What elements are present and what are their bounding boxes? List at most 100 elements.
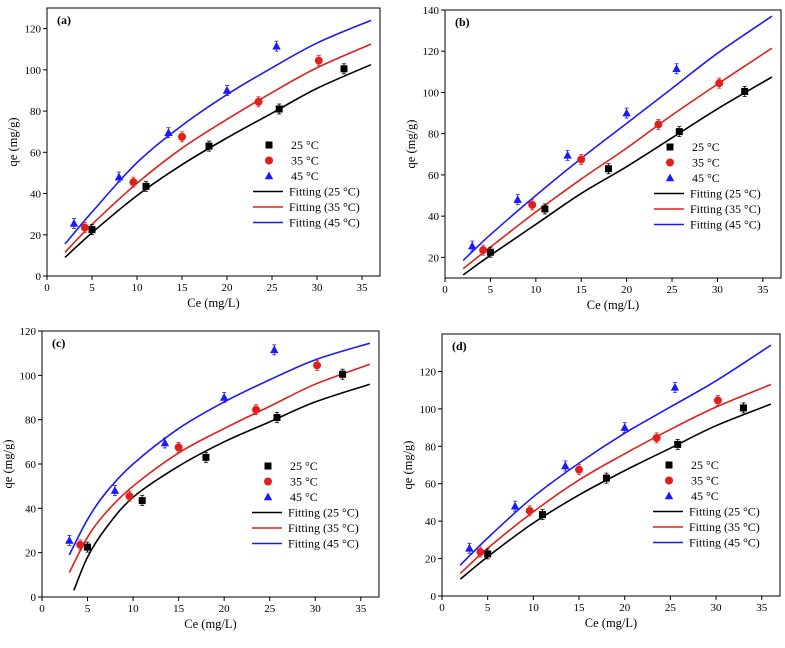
y-tick-label: 20 [425,554,437,566]
x-tick-label: 0 [39,603,45,615]
x-tick-label: 5 [85,603,91,615]
legend-marker-square [666,143,674,151]
x-tick-label: 30 [312,282,324,294]
legend-entry-label: Fitting (45 °C) [288,537,359,551]
legend-entry-label: 25 °C [691,458,719,472]
y-tick-label: 20 [25,548,37,560]
fit-curve-2 [462,47,773,270]
data-point-triangle [110,486,120,494]
legend-entry-label: Fitting (35 °C) [690,202,761,216]
legend-marker-square [265,141,273,149]
plot-frame [441,333,781,597]
panel-label: (d) [452,339,467,353]
legend-entry-label: 45 °C [691,489,719,503]
fit-curve-1 [73,383,371,591]
y-tick-label: 80 [425,441,437,453]
data-point-triangle [270,345,279,354]
panel-label: (b) [455,15,470,29]
x-tick-label: 15 [177,282,189,294]
x-tick-label: 30 [310,603,322,615]
data-point-circle [178,132,186,141]
legend-entry-label: Fitting (35 °C) [288,521,359,535]
data-point-square [205,142,213,150]
y-axis-label: qe (mg/g) [1,440,15,489]
panel-d: 0 5 10 15 20 25 30 35 0 20 40 60 80 100 120 Ce (mg/L) qe… [401,333,781,630]
x-axis-label: Ce (mg/L) [585,616,637,630]
x-tick-label: 25 [267,282,279,294]
data-point-circle [76,540,85,549]
data-point-circle [174,443,183,452]
y-tick-label: 80 [25,415,37,427]
legend-entry-label: Fitting (45 °C) [689,536,760,550]
legend-marker-triangle [264,171,274,180]
data-point-square [88,226,96,234]
y-tick-label: 100 [420,404,437,416]
legend-marker-square [665,461,673,469]
plot-frame [41,330,380,598]
data-point-triangle [222,85,232,94]
data-point-triangle [164,128,173,137]
data-point-square [339,370,347,378]
data-point-square [138,497,146,505]
legend-entry-label: 25 °C [291,138,319,152]
y-tick-label: 80 [428,129,440,141]
y-axis-label: qe (mg/g) [404,120,418,169]
legend-entry-label: 45 °C [290,490,318,504]
data-point-triangle [670,382,680,391]
panel-label: (c) [52,336,65,350]
data-point-circle [479,246,488,255]
y-tick-label: 40 [428,211,440,223]
legend-entry-label: 25 °C [692,140,720,154]
x-tick-label: 10 [530,284,542,296]
x-tick-label: 0 [439,602,445,614]
data-point-triangle [672,64,681,73]
panel-a: 0 5 10 15 20 25 30 35 0 20 40 60 80 100 120 Ce (mg/L) qe… [6,7,381,310]
legend-marker-square [264,462,272,470]
panel-label: (a) [57,13,71,27]
plot-frame [444,9,782,279]
data-point-circle [476,548,485,557]
data-point-square [741,87,749,95]
y-tick-label: 100 [25,65,42,77]
y-tick-label: 40 [30,189,42,201]
fit-curve-3 [68,342,371,556]
y-tick-label: 60 [25,459,37,471]
fit-curve-3 [64,19,372,245]
legend-entry-label: 25 °C [290,459,318,473]
data-point-triangle [65,535,74,544]
data-point-triangle [622,108,631,117]
fit-curve-3 [459,344,772,566]
data-point-triangle [620,423,629,431]
legend-entry-label: 45 °C [291,169,319,183]
x-tick-label: 25 [667,284,679,296]
x-tick-label: 35 [757,284,769,296]
data-point-triangle [272,41,281,50]
legend-entry-label: Fitting (25 °C) [288,506,359,520]
y-axis-label: qe (mg/g) [6,118,20,167]
data-point-triangle [468,241,477,250]
data-point-triangle [510,501,520,510]
data-point-square [202,453,210,461]
legend-marker-circle [265,156,273,165]
legend-entry-label: 35 °C [291,154,319,168]
y-axis-label: qe (mg/g) [401,441,415,490]
data-point-circle [313,361,322,370]
legend-entry-label: 35 °C [692,156,720,170]
legend-entry-label: 35 °C [691,474,719,488]
x-tick-label: 35 [357,282,369,294]
y-tick-label: 120 [20,326,37,338]
y-tick-label: 0 [31,592,37,604]
data-point-circle [575,465,584,474]
x-tick-label: 25 [665,602,677,614]
x-tick-label: 5 [89,282,95,294]
data-point-circle [652,433,661,442]
data-point-square [340,65,348,73]
legend: 25 °C 35 °C45 °C Fitting (25 °C)Fitting (3… [253,138,360,230]
data-point-square [484,550,492,558]
x-axis-label: Ce (mg/L) [184,617,236,631]
legend: 25 °C 35 °C45 °C Fitting (25 °C)Fitting (3… [654,140,761,232]
x-tick-label: 20 [619,602,631,614]
data-point-square [675,128,683,136]
x-tick-label: 10 [528,602,540,614]
x-tick-label: 35 [756,602,768,614]
